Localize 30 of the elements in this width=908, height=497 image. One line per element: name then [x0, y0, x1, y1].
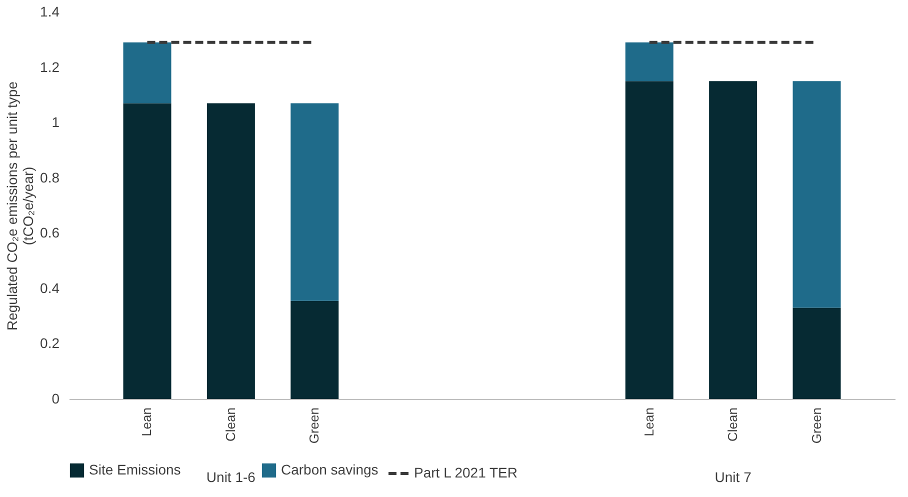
y-tick-label: 0	[52, 390, 60, 406]
x-tick-label: Lean	[641, 408, 656, 436]
bar	[792, 81, 841, 308]
bar	[625, 81, 674, 399]
x-tick-label: Green	[306, 408, 322, 444]
x-tick-label: Green	[808, 408, 824, 444]
bar	[792, 308, 841, 399]
text: Unit 7	[714, 469, 752, 485]
x-tick-label: Clean	[725, 408, 740, 442]
y-tick-label: 1.4	[40, 4, 60, 20]
legend-label: Carbon savings	[281, 461, 378, 478]
text: Unit 1-6	[206, 469, 256, 485]
y-tick-label: 0.2	[40, 335, 60, 352]
x-tick-label: Clean	[222, 408, 238, 442]
x-tick-label: Lean	[139, 408, 154, 436]
y-tick-label: 1.2	[40, 58, 60, 75]
y-tick-label: 1	[52, 114, 60, 130]
bar	[123, 103, 172, 399]
bar	[625, 42, 674, 82]
y-tick-label: 0.8	[40, 169, 60, 186]
y-tick-label: 0.4	[40, 280, 60, 296]
y-tick-label: 0.6	[40, 224, 60, 241]
bar	[290, 103, 339, 301]
bar	[206, 103, 255, 399]
legend-label: Part L 2021 TER	[414, 464, 518, 480]
bar	[290, 300, 339, 399]
bar	[123, 42, 172, 104]
bar	[709, 81, 758, 399]
legend-label: Site Emissions	[89, 461, 181, 478]
y-axis-title: Regulated CO₂e emissions per unit type (tCO₂e/year)	[4, 81, 36, 331]
